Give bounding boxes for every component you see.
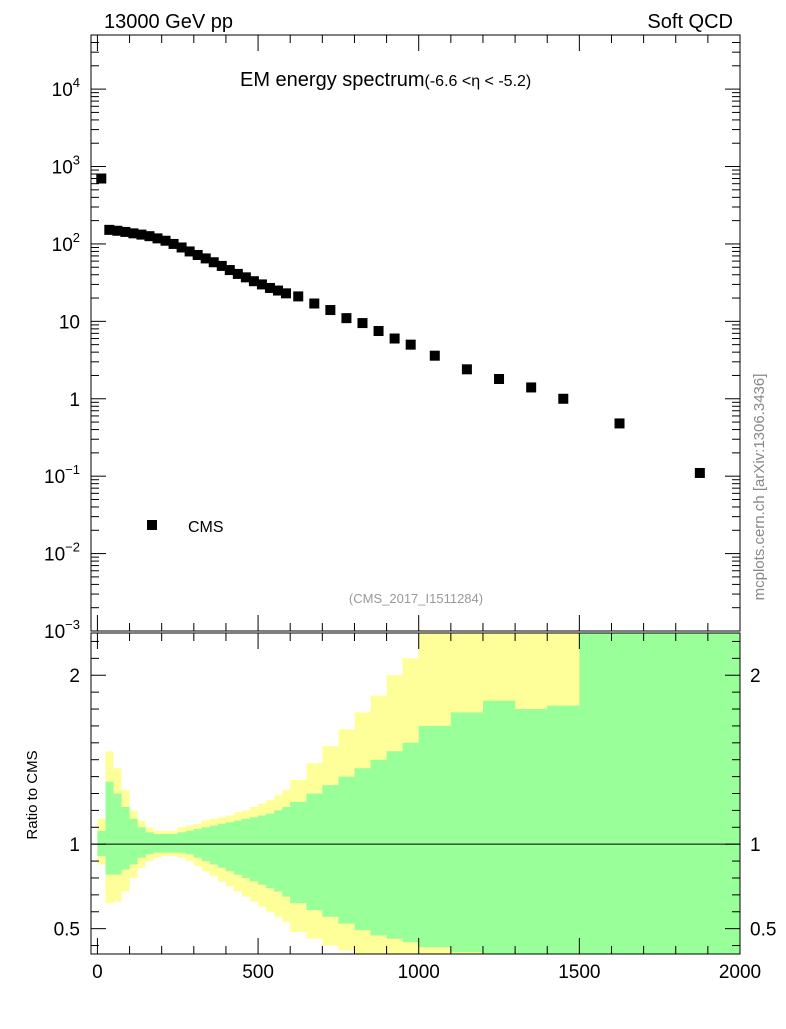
x-tick-label: 500 (242, 962, 274, 983)
data-point (192, 249, 203, 260)
data-point (494, 373, 505, 384)
ratio-y-tick-label-right: 0.5 (750, 920, 776, 941)
y-tick-label: 10−3 (44, 617, 80, 643)
y-tick-label: 10−2 (44, 540, 80, 566)
ratio-ylabel: Ratio to CMS (24, 750, 41, 839)
data-point (694, 467, 705, 478)
data-point (136, 229, 147, 240)
data-point (168, 238, 179, 249)
data-point (160, 235, 171, 246)
y-tick-label: 104 (52, 75, 80, 101)
x-tick-label: 1000 (398, 962, 440, 983)
data-point (526, 382, 537, 393)
main-panel: 10−3 10−2 10−1 1 10 102 103 104 EM energy spect… (44, 34, 741, 643)
y-tick-label: 10−1 (44, 462, 80, 488)
data-point (216, 260, 227, 271)
ratio-axes: 0.5 0.5 1 1 2 2 0 500 1000 1500 2000 (54, 633, 776, 983)
data-point (309, 298, 320, 309)
data-point (152, 233, 163, 244)
y-tick-label: 102 (52, 230, 80, 256)
data-point (144, 231, 155, 242)
data-point (293, 291, 304, 302)
header-process-label: Soft QCD (647, 11, 733, 33)
y-tick-label: 1 (69, 390, 80, 411)
data-point (558, 393, 569, 404)
y-tick-label: 103 (52, 153, 80, 179)
data-point (104, 224, 115, 235)
ratio-y-tick-label: 2 (69, 666, 80, 687)
data-point (357, 318, 368, 329)
side-source-label: mcplots.cern.ch [arXiv:1306.3436] (751, 374, 768, 601)
main-title-range: (-6.6 <η < -5.2) (425, 73, 532, 90)
data-point (200, 253, 211, 264)
main-axes: 10−3 10−2 10−1 1 10 102 103 104 (44, 34, 741, 643)
ratio-y-tick-label: 1 (69, 835, 80, 856)
data-point (341, 313, 352, 324)
legend-label-cms: CMS (188, 519, 224, 536)
ratio-frame (90, 632, 741, 955)
main-watermark: (CMS_2017_I1511284) (349, 591, 483, 606)
data-point (248, 276, 259, 287)
data-point (461, 364, 472, 375)
x-tick-label: 1500 (558, 962, 600, 983)
data-point (232, 268, 243, 279)
ratio-bands (97, 633, 740, 954)
header-energy-label: 13000 GeV pp (104, 11, 233, 33)
data-point (128, 228, 139, 239)
ratio-panel: 0.5 0.5 1 1 2 2 0 500 1000 1500 2000 Ratio to CMS (24, 632, 776, 983)
ratio-y-tick-label-right: 2 (750, 666, 761, 687)
data-point (614, 418, 625, 429)
data-point (112, 225, 123, 236)
data-point (96, 173, 107, 184)
data-point (224, 265, 235, 276)
data-point (373, 326, 384, 337)
x-tick-label: 2000 (719, 962, 761, 983)
data-point (256, 279, 267, 290)
main-data-points (96, 173, 705, 478)
x-tick-label: 0 (92, 962, 103, 983)
data-point (281, 288, 292, 299)
data-point (184, 246, 195, 257)
main-title: EM energy spectrum(-6.6 <η < -5.2) (240, 69, 531, 91)
data-point (120, 226, 131, 237)
data-point (264, 282, 275, 293)
main-title-text: EM energy spectrum (240, 69, 425, 91)
main-frame (90, 34, 741, 632)
data-point (176, 242, 187, 253)
data-point (325, 305, 336, 316)
y-tick-label: 10 (59, 312, 80, 333)
data-point (208, 257, 219, 268)
legend-marker-square (147, 520, 157, 530)
data-point (405, 339, 416, 350)
data-point (272, 285, 283, 296)
data-point (389, 333, 400, 344)
ratio-y-tick-label-right: 1 (750, 835, 761, 856)
ratio-y-tick-label: 0.5 (54, 920, 80, 941)
data-point (240, 272, 251, 283)
ratio-inner-band (97, 633, 740, 954)
data-point (429, 350, 440, 361)
